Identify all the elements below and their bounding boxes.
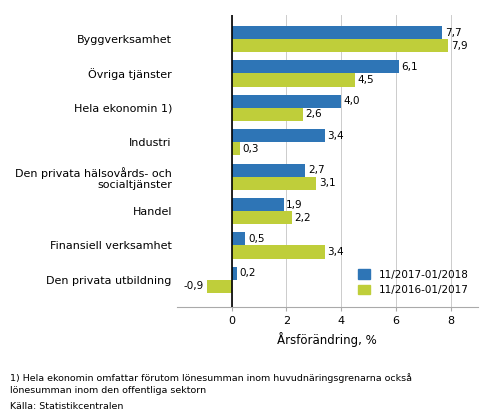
Bar (232, 129, 324, 142)
Bar (232, 142, 240, 155)
Text: 3,1: 3,1 (319, 178, 336, 188)
Text: 0,2: 0,2 (240, 268, 256, 278)
Text: 3,4: 3,4 (327, 247, 344, 257)
Text: Källa: Statistikcentralen: Källa: Statistikcentralen (10, 401, 123, 411)
Text: 2,6: 2,6 (306, 109, 322, 119)
Bar (207, 280, 232, 293)
Text: 2,7: 2,7 (308, 165, 325, 175)
Text: 4,5: 4,5 (357, 75, 374, 85)
Bar (232, 39, 448, 52)
Text: lönesumman inom den offentliga sektorn: lönesumman inom den offentliga sektorn (10, 386, 206, 395)
Text: 0,3: 0,3 (243, 144, 259, 154)
Bar (232, 267, 237, 280)
Text: 0,5: 0,5 (248, 234, 264, 244)
Text: 1) Hela ekonomin omfattar förutom lönesumman inom huvudnäringsgrenarna också: 1) Hela ekonomin omfattar förutom lönesu… (10, 373, 412, 383)
Bar (232, 245, 324, 258)
Text: 2,2: 2,2 (294, 213, 311, 223)
Bar (232, 26, 442, 39)
Text: 4,0: 4,0 (344, 97, 360, 106)
Text: -0,9: -0,9 (184, 281, 204, 291)
Text: 3,4: 3,4 (327, 131, 344, 141)
Bar (232, 108, 303, 121)
Text: 1,9: 1,9 (286, 200, 303, 210)
Text: 6,1: 6,1 (401, 62, 418, 72)
Bar (232, 60, 398, 74)
Bar (232, 163, 306, 177)
Bar (232, 74, 355, 87)
X-axis label: Årsförändring, %: Årsförändring, % (278, 332, 377, 347)
Bar (232, 198, 283, 211)
Bar (232, 233, 245, 245)
Bar (232, 177, 317, 190)
Legend: 11/2017-01/2018, 11/2016-01/2017: 11/2017-01/2018, 11/2016-01/2017 (354, 265, 473, 299)
Text: 7,9: 7,9 (451, 41, 467, 51)
Bar (232, 95, 341, 108)
Text: 7,7: 7,7 (445, 27, 462, 37)
Bar (232, 211, 292, 224)
